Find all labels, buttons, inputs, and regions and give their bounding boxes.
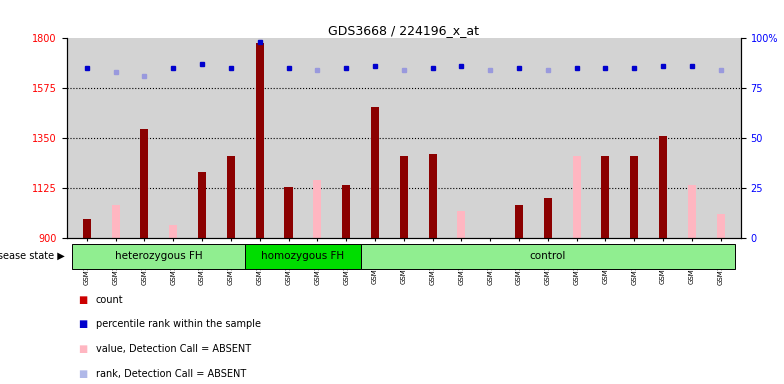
Text: rank, Detection Call = ABSENT: rank, Detection Call = ABSENT — [96, 369, 246, 379]
Text: count: count — [96, 295, 123, 305]
Bar — [659, 136, 667, 238]
Bar — [72, 244, 245, 269]
Text: value, Detection Call = ABSENT: value, Detection Call = ABSENT — [96, 344, 251, 354]
Bar — [544, 198, 552, 238]
Bar — [630, 156, 638, 238]
Bar — [371, 107, 379, 238]
Bar — [245, 244, 361, 269]
Bar — [717, 214, 724, 238]
Bar — [111, 205, 120, 238]
Bar — [314, 180, 321, 238]
Bar — [140, 129, 148, 238]
Text: ■: ■ — [78, 319, 88, 329]
Text: homozygous FH: homozygous FH — [261, 251, 344, 262]
Text: ■: ■ — [78, 344, 88, 354]
Title: GDS3668 / 224196_x_at: GDS3668 / 224196_x_at — [328, 24, 479, 37]
Bar — [515, 205, 523, 238]
Text: ■: ■ — [78, 295, 88, 305]
Bar — [572, 156, 581, 238]
Bar — [457, 212, 466, 238]
Bar — [227, 156, 235, 238]
Bar — [198, 172, 206, 238]
Bar — [285, 187, 292, 238]
Text: heterozygous FH: heterozygous FH — [115, 251, 202, 262]
Bar — [429, 154, 437, 238]
Bar — [688, 185, 696, 238]
Text: disease state ▶: disease state ▶ — [0, 251, 64, 261]
Text: control: control — [530, 251, 566, 262]
Bar — [169, 225, 177, 238]
Bar — [601, 156, 609, 238]
Bar — [400, 156, 408, 238]
Bar — [361, 244, 735, 269]
Text: percentile rank within the sample: percentile rank within the sample — [96, 319, 260, 329]
Bar — [342, 185, 350, 238]
Text: ■: ■ — [78, 369, 88, 379]
Bar — [83, 219, 91, 238]
Bar — [256, 43, 263, 238]
